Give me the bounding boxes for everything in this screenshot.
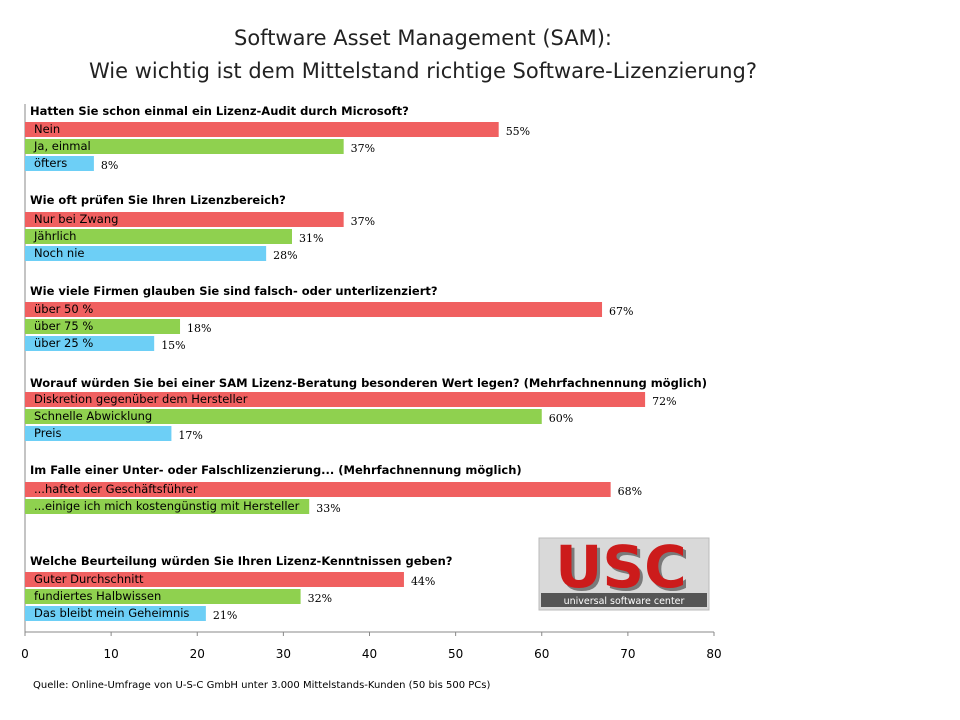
question-label: Worauf würden Sie bei einer SAM Lizenz-B… xyxy=(30,376,707,390)
bar-label: fundiertes Halbwissen xyxy=(34,589,161,603)
bar xyxy=(25,499,310,514)
bar-label: Schnelle Abwicklung xyxy=(34,409,152,423)
bar-label: Nur bei Zwang xyxy=(34,212,118,226)
bar-label: über 50 % xyxy=(34,302,93,316)
bar-label: öfters xyxy=(34,156,67,170)
question-label: Im Falle einer Unter- oder Falschlizenzi… xyxy=(30,463,522,477)
value-label: 8% xyxy=(101,159,118,172)
logo-tagline: universal software center xyxy=(564,596,685,607)
bar xyxy=(25,156,94,171)
source-note: Quelle: Online-Umfrage von U-S-C GmbH un… xyxy=(33,680,490,691)
value-label: 17% xyxy=(178,429,202,442)
bar-label: Das bleibt mein Geheimnis xyxy=(34,606,189,620)
bar xyxy=(25,409,542,424)
bar xyxy=(25,246,267,261)
x-tick-label: 50 xyxy=(448,647,463,661)
value-label: 37% xyxy=(351,215,375,228)
bar xyxy=(25,426,172,441)
logo-tagline-bar xyxy=(541,593,707,607)
bar-label: Noch nie xyxy=(34,246,84,260)
question-label: Wie oft prüfen Sie Ihren Lizenzbereich? xyxy=(30,193,286,207)
bar xyxy=(25,319,181,334)
value-label: 28% xyxy=(273,249,297,262)
value-label: 32% xyxy=(308,592,332,605)
bar xyxy=(25,336,155,351)
value-label: 67% xyxy=(609,305,633,318)
x-tick-label: 10 xyxy=(103,647,118,661)
logo-border xyxy=(538,537,710,611)
value-label: 44% xyxy=(411,575,435,588)
x-tick-label: 60 xyxy=(534,647,549,661)
x-tick-label: 0 xyxy=(21,647,29,661)
bar xyxy=(25,212,344,227)
bar xyxy=(25,482,611,497)
question-label: Welche Beurteilung würden Sie Ihren Lize… xyxy=(30,554,452,568)
value-label: 60% xyxy=(549,412,573,425)
bar xyxy=(25,122,499,137)
value-label: 15% xyxy=(161,339,185,352)
bar-label: ...haftet der Geschäftsführer xyxy=(34,482,198,496)
question-label: Hatten Sie schon einmal ein Lizenz-Audit… xyxy=(30,104,409,118)
value-label: 18% xyxy=(187,322,211,335)
x-tick-label: 20 xyxy=(190,647,205,661)
bar xyxy=(25,139,344,154)
value-label: 33% xyxy=(316,502,340,515)
value-label: 68% xyxy=(618,485,642,498)
usc-logo: USC USC universal software center xyxy=(538,533,710,611)
bar-label: Diskretion gegenüber dem Hersteller xyxy=(34,392,248,406)
x-tick-label: 30 xyxy=(276,647,291,661)
logo-shadow-text: USC xyxy=(558,536,689,604)
x-tick-label: 40 xyxy=(362,647,377,661)
question-label: Wie viele Firmen glauben Sie sind falsch… xyxy=(30,284,438,298)
bar-label: Preis xyxy=(34,426,61,440)
bar-label: Nein xyxy=(34,122,60,136)
x-tick-label: 80 xyxy=(706,647,721,661)
chart-title-line-1: Software Asset Management (SAM): xyxy=(234,26,612,50)
plot-area: 0 10 20 30 40 50 60 70 80 Hatten Sie schon einmal… xyxy=(21,104,722,661)
bar-label: ...einige ich mich kostengünstig mit Her… xyxy=(34,499,300,513)
value-label: 72% xyxy=(652,395,676,408)
bar-label: über 75 % xyxy=(34,319,93,333)
logo-text: USC xyxy=(555,533,686,601)
value-label: 31% xyxy=(299,232,323,245)
bar xyxy=(25,589,301,604)
value-label: 21% xyxy=(213,609,237,622)
x-tick-label: 70 xyxy=(620,647,635,661)
bar xyxy=(25,572,404,587)
bar-label: Jährlich xyxy=(33,229,76,243)
bar-label: über 25 % xyxy=(34,336,93,350)
bar xyxy=(25,229,292,244)
value-label: 37% xyxy=(351,142,375,155)
bar-label: Ja, einmal xyxy=(33,139,91,153)
bar-label: Guter Durchschnitt xyxy=(34,572,144,586)
bar xyxy=(25,302,603,317)
value-label: 55% xyxy=(506,125,530,138)
bar xyxy=(25,392,646,407)
bar xyxy=(25,606,206,621)
chart-title-line-2: Wie wichtig ist dem Mittelstand richtige… xyxy=(89,59,757,83)
